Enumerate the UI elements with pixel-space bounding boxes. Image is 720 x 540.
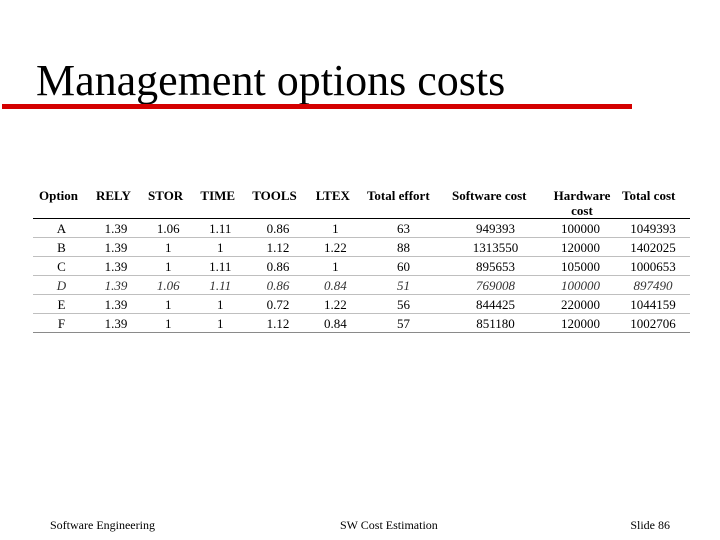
cell-ltex: 1 (309, 218, 361, 238)
cell-time: 1.11 (194, 218, 247, 238)
cell-software-cost: 895653 (445, 256, 545, 276)
footer-topic: SW Cost Estimation (340, 518, 438, 532)
footer-course: Software Engineering (50, 518, 155, 532)
cell-time: 1.11 (194, 275, 247, 295)
table-row: C 1.39 1 1.11 0.86 1 60 895653 105000 10… (33, 256, 690, 276)
cell-stor: 1 (142, 237, 195, 257)
cell-option: A (33, 218, 90, 238)
cell-software-cost: 844425 (445, 294, 545, 314)
cell-software-cost: 1313550 (445, 237, 545, 257)
cell-hardware-cost: 100000 (545, 275, 616, 295)
cell-total-cost: 1402025 (616, 237, 690, 257)
cell-hardware-cost: 120000 (545, 237, 616, 257)
cell-stor: 1 (142, 313, 195, 333)
header-software-cost: Software cost (445, 186, 545, 219)
cell-hardware-cost: 220000 (545, 294, 616, 314)
cell-tools: 1.12 (246, 237, 310, 257)
cell-software-cost: 769008 (445, 275, 545, 295)
header-ltex: LTEX (309, 186, 361, 219)
cell-stor: 1.06 (142, 275, 195, 295)
cell-total-cost: 1044159 (616, 294, 690, 314)
cell-stor: 1 (142, 294, 195, 314)
table-row: B 1.39 1 1 1.12 1.22 88 1313550 120000 1… (33, 237, 690, 257)
cell-total-effort: 57 (360, 313, 446, 333)
cell-rely: 1.39 (89, 294, 143, 314)
cell-option: E (33, 294, 90, 314)
header-total-effort: Total effort (360, 186, 446, 219)
cell-option: F (33, 313, 90, 333)
cell-option: B (33, 237, 90, 257)
cell-ltex: 0.84 (309, 275, 361, 295)
table-row: F 1.39 1 1 1.12 0.84 57 851180 120000 10… (33, 313, 690, 333)
table-row: E 1.39 1 1 0.72 1.22 56 844425 220000 10… (33, 294, 690, 314)
cell-option: C (33, 256, 90, 276)
header-tools: TOOLS (246, 186, 310, 219)
options-cost-table: Option RELY STOR TIME TOOLS LTEX Total e… (33, 186, 690, 333)
cell-time: 1 (194, 313, 247, 333)
cell-time: 1 (194, 237, 247, 257)
table-row: A 1.39 1.06 1.11 0.86 1 63 949393 100000… (33, 218, 690, 238)
cell-tools: 0.86 (246, 256, 310, 276)
header-hardware-cost: Hardware cost (545, 186, 616, 219)
header-total-cost: Total cost (616, 186, 690, 219)
cell-tools: 0.86 (246, 275, 310, 295)
cell-software-cost: 851180 (445, 313, 545, 333)
cell-stor: 1 (142, 256, 195, 276)
table-header-row: Option RELY STOR TIME TOOLS LTEX Total e… (33, 186, 690, 219)
cell-rely: 1.39 (89, 218, 143, 238)
header-option: Option (33, 186, 90, 219)
cell-hardware-cost: 105000 (545, 256, 616, 276)
cell-total-cost: 1000653 (616, 256, 690, 276)
header-time: TIME (194, 186, 247, 219)
cell-rely: 1.39 (89, 275, 143, 295)
cell-total-effort: 51 (360, 275, 446, 295)
header-rely: RELY (89, 186, 143, 219)
cell-ltex: 0.84 (309, 313, 361, 333)
cell-rely: 1.39 (89, 237, 143, 257)
table-row: D 1.39 1.06 1.11 0.86 0.84 51 769008 100… (33, 275, 690, 295)
cell-total-cost: 1002706 (616, 313, 690, 333)
cell-total-cost: 897490 (616, 275, 690, 295)
footer-slide-number: Slide 86 (630, 518, 670, 532)
title-underline (2, 104, 632, 109)
header-stor: STOR (142, 186, 195, 219)
cell-total-effort: 56 (360, 294, 446, 314)
cell-software-cost: 949393 (445, 218, 545, 238)
cell-tools: 0.86 (246, 218, 310, 238)
cell-total-effort: 60 (360, 256, 446, 276)
cell-stor: 1.06 (142, 218, 195, 238)
cell-tools: 0.72 (246, 294, 310, 314)
cell-ltex: 1.22 (309, 237, 361, 257)
cell-total-effort: 88 (360, 237, 446, 257)
cell-ltex: 1 (309, 256, 361, 276)
cell-rely: 1.39 (89, 256, 143, 276)
cell-hardware-cost: 120000 (545, 313, 616, 333)
cell-hardware-cost: 100000 (545, 218, 616, 238)
cell-time: 1 (194, 294, 247, 314)
cell-total-effort: 63 (360, 218, 446, 238)
cell-time: 1.11 (194, 256, 247, 276)
cell-rely: 1.39 (89, 313, 143, 333)
cell-ltex: 1.22 (309, 294, 361, 314)
cell-tools: 1.12 (246, 313, 310, 333)
slide-title: Management options costs (36, 56, 506, 105)
cell-option: D (33, 275, 90, 295)
cell-total-cost: 1049393 (616, 218, 690, 238)
